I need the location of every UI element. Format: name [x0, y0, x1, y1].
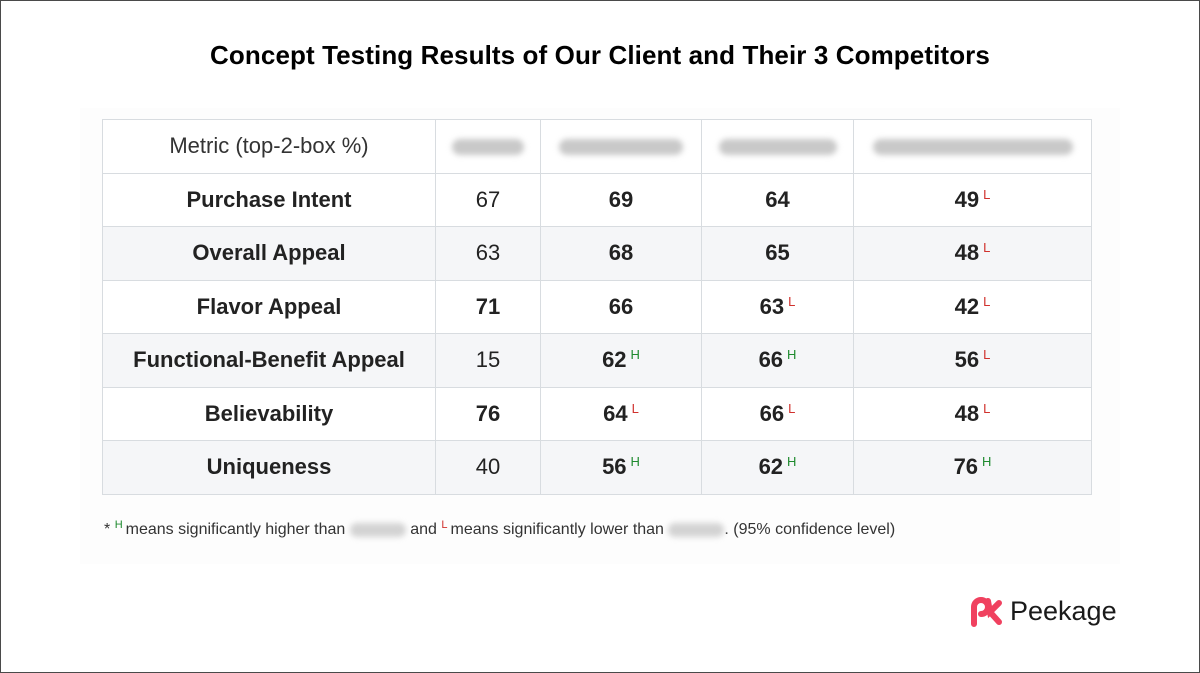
cell-value: 15 [475, 347, 501, 373]
table-row: Uniqueness 40 56 H 62 H 76 H [102, 440, 1092, 495]
cell-value: 76 [475, 400, 501, 426]
value-cell: 42 L [853, 279, 1092, 334]
value-cell: 69 [540, 172, 702, 227]
footnote-confidence: . (95% confidence level) [724, 521, 896, 538]
value-cell: 68 [540, 226, 702, 281]
value-cell: 71 [435, 279, 541, 334]
cell-value: 49 [954, 186, 980, 212]
significantly-lower-mark: L [983, 186, 991, 202]
peekage-logo: Peekage [968, 596, 1117, 627]
redacted-name [872, 139, 1073, 156]
header-row: Metric (top-2-box %) [102, 119, 1092, 174]
significantly-higher-mark: H [982, 454, 992, 470]
metric-label: Functional-Benefit Appeal [102, 333, 436, 388]
cell-value: 64 [765, 186, 790, 212]
cell-value: 71 [475, 293, 501, 319]
value-cell: 56 H [540, 440, 702, 495]
cell-value: 67 [475, 186, 501, 212]
value-cell: 62 H [540, 333, 702, 388]
cell-value: 66 [759, 400, 785, 426]
header-blurred-name [540, 119, 702, 174]
footnote-l-mark: L [441, 519, 448, 531]
metric-label: Uniqueness [102, 440, 436, 495]
significantly-higher-mark: H [787, 347, 797, 363]
cell-value: 76 [953, 454, 979, 480]
footnote-text-lower: means significantly lower than [450, 521, 664, 538]
value-cell: 65 [701, 226, 854, 281]
significantly-lower-mark: L [788, 293, 796, 309]
cell-value: 65 [765, 240, 790, 266]
header-blurred-name [435, 119, 541, 174]
value-cell: 62 H [701, 440, 854, 495]
significantly-lower-mark: L [788, 400, 796, 416]
value-cell: 15 [435, 333, 541, 388]
value-cell: 76 [435, 386, 541, 441]
cell-value: 68 [608, 240, 634, 266]
cell-value: 64 [603, 400, 628, 426]
metric-label: Overall Appeal [102, 226, 436, 281]
significantly-higher-mark: H [630, 454, 640, 470]
redacted-name [668, 522, 725, 537]
value-cell: 48 L [853, 226, 1092, 281]
significantly-lower-mark: L [983, 240, 991, 256]
value-cell: 63 L [701, 279, 854, 334]
significantly-lower-mark: L [983, 347, 991, 363]
footnote-h-mark: H [114, 519, 123, 531]
value-cell: 56 L [853, 333, 1092, 388]
value-cell: 64 L [540, 386, 702, 441]
header-blurred-name [701, 119, 854, 174]
cell-value: 66 [608, 293, 634, 319]
cell-value: 56 [602, 454, 627, 480]
redacted-name [452, 139, 524, 156]
cell-value: 62 [602, 347, 627, 373]
value-cell: 48 L [853, 386, 1092, 441]
metric-label: Purchase Intent [102, 172, 436, 227]
cell-value: 63 [759, 293, 785, 319]
header-blurred-name [853, 119, 1092, 174]
value-cell: 40 [435, 440, 541, 495]
table-row: Believability 76 64 L 66 L 48 L [102, 386, 1092, 441]
value-cell: 66 H [701, 333, 854, 388]
significantly-lower-mark: L [631, 400, 639, 416]
value-cell: 64 [701, 172, 854, 227]
results-table: Metric (top-2-box %) Purchase Intent 67 69… [102, 119, 1092, 495]
value-cell: 63 [435, 226, 541, 281]
cell-value: 69 [608, 186, 634, 212]
table-row: Purchase Intent 67 69 64 49 L [102, 172, 1092, 227]
metric-label: Believability [102, 386, 436, 441]
header-metric: Metric (top-2-box %) [102, 119, 436, 174]
significantly-lower-mark: L [983, 293, 991, 309]
table-row: Flavor Appeal 71 66 63 L 42 L [102, 279, 1092, 334]
cell-value: 42 [954, 293, 980, 319]
logo-text: Peekage [1010, 596, 1117, 626]
cell-value: 40 [475, 454, 501, 480]
cell-value: 56 [954, 347, 980, 373]
redacted-name [718, 139, 837, 156]
redacted-name [349, 522, 406, 537]
footnote-text-higher: means significantly higher than [125, 521, 346, 538]
significantly-higher-mark: H [787, 454, 797, 470]
metric-label: Flavor Appeal [102, 279, 436, 334]
value-cell: 76 H [853, 440, 1092, 495]
table-row: Overall Appeal 63 68 65 48 L [102, 226, 1092, 281]
value-cell: 49 L [853, 172, 1092, 227]
value-cell: 66 L [701, 386, 854, 441]
footnote-star: * [104, 521, 111, 538]
significantly-lower-mark: L [983, 400, 991, 416]
cell-value: 48 [954, 240, 980, 266]
table-row: Functional-Benefit Appeal 15 62 H 66 H 56 L [102, 333, 1092, 388]
footnote-and: and [410, 521, 437, 538]
peekage-logo-icon [971, 596, 1002, 627]
value-cell: 66 [540, 279, 702, 334]
redacted-name [559, 139, 683, 156]
cell-value: 63 [475, 240, 501, 266]
value-cell: 67 [435, 172, 541, 227]
cell-value: 48 [954, 400, 980, 426]
significantly-higher-mark: H [630, 347, 640, 363]
slide-title: Concept Testing Results of Our Client an… [210, 40, 990, 70]
cell-value: 66 [758, 347, 784, 373]
cell-value: 62 [758, 454, 784, 480]
